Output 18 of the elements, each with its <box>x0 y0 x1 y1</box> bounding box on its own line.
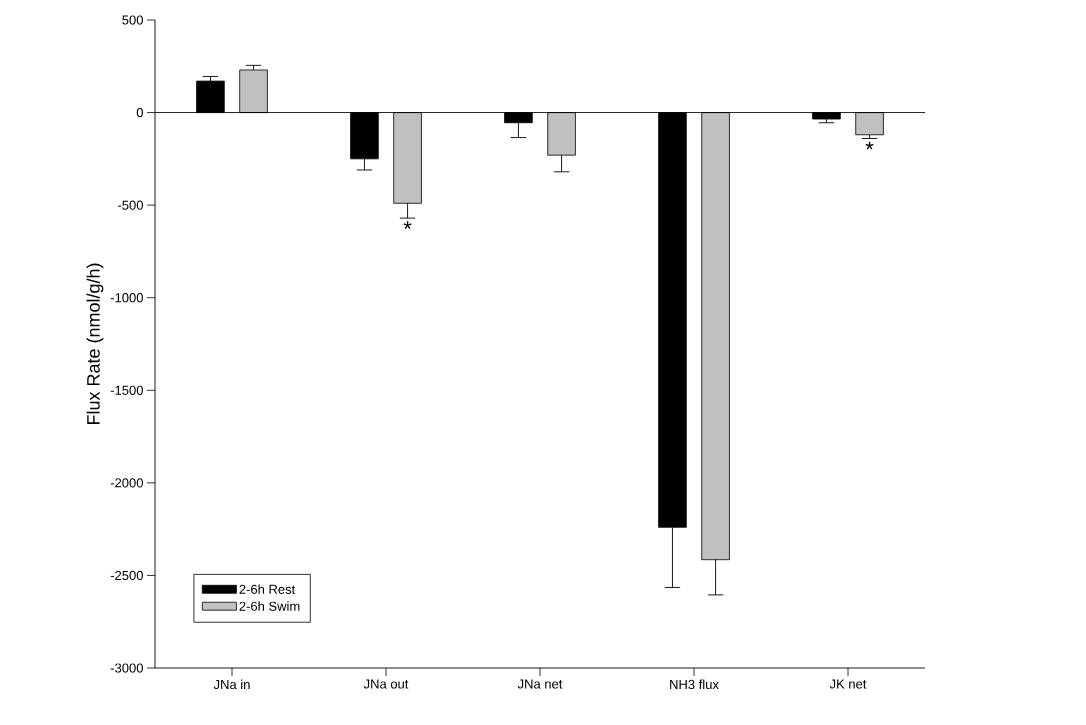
x-tick-label: JK net <box>829 679 867 689</box>
y-tick-label: -500 <box>118 200 143 210</box>
data-label: * <box>865 141 874 150</box>
y-tick-label: -1500 <box>110 385 143 395</box>
y-tick-label: -2000 <box>110 478 143 488</box>
y-tick-label: 500 <box>122 15 143 25</box>
y-tick-label: -1000 <box>110 293 143 303</box>
y-tick-label: -2500 <box>110 570 143 581</box>
x-tick-label: NH3 flux <box>670 679 719 690</box>
y-tick-label: -3000 <box>110 663 143 673</box>
legend-label: 2-6h Swim <box>239 601 300 611</box>
y-axis-title: Flux Rate (nmol/g/h) <box>86 263 104 425</box>
x-tick-label: JNa in <box>213 679 250 690</box>
x-tick-label: JNa out <box>363 679 409 689</box>
x-tick-label: JNa net <box>517 679 563 689</box>
legend-label: 2-6h Rest <box>239 584 296 594</box>
y-tick-label: 0 <box>136 107 143 118</box>
data-label: * <box>403 221 412 230</box>
